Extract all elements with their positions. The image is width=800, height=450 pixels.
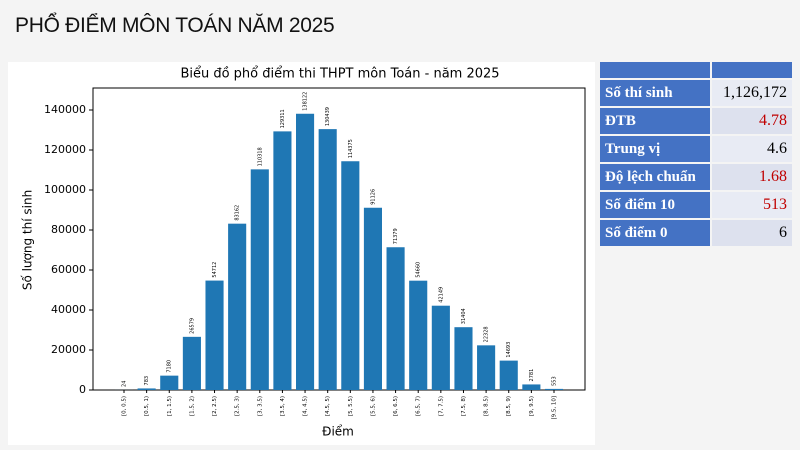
row-label: Số điểm 10 [600,192,712,218]
bar [522,384,541,390]
x-tick-label: [6, 6.5) [393,396,399,416]
row-value: 1,126,172 [712,80,792,106]
bar [296,113,315,391]
value-label: 129311 [280,109,286,128]
bar [228,223,247,390]
value-label: 783 [144,376,150,386]
value-label: 130439 [325,107,331,126]
table-row: Độ lệch chuẩn 1.68 [600,164,792,190]
bar [499,360,518,390]
x-tick-label: [0.5, 1) [144,396,150,416]
x-tick-label: [2.5, 3) [235,396,241,416]
value-label: 138122 [303,92,309,111]
x-tick-label: [8, 8.5) [484,396,490,416]
row-label: ĐTB [600,108,712,134]
y-tick-label: 120000 [44,143,86,156]
chart-title: Biểu đồ phổ điểm thi THPT môn Toán - năm… [180,67,499,82]
y-tick-label: 20000 [51,343,86,356]
bar [273,131,292,390]
header-cell [600,62,712,78]
bar [205,280,224,390]
value-label: 31404 [461,308,467,324]
value-label: 83162 [235,205,241,221]
row-label: Số thí sinh [600,80,712,106]
row-value: 1.68 [712,164,792,190]
row-value: 4.6 [712,136,792,162]
x-tick-label: [9, 9.5) [529,396,535,416]
value-label: 26579 [189,318,195,334]
y-tick-label: 100000 [44,183,86,196]
value-label: 110318 [257,147,263,166]
bar [137,388,156,390]
row-label: Độ lệch chuẩn [600,164,712,190]
row-label: Trung vị [600,136,712,162]
value-label: 54712 [212,262,218,278]
x-tick-label: [5, 5.5) [348,396,354,416]
x-tick-label: [1, 1.5) [167,396,173,416]
y-tick-label: 40000 [51,303,86,316]
bar [409,280,428,390]
value-label: 22328 [484,326,490,342]
x-tick-label: [8.5, 9) [506,396,512,416]
y-tick-label: 60000 [51,263,86,276]
value-label: 114375 [348,139,354,158]
chart: Biểu đồ phổ điểm thi THPT môn Toán - năm… [21,67,586,439]
header-cell [712,62,792,78]
bar [160,375,179,390]
value-label: 553 [552,376,558,386]
row-value: 513 [712,192,792,218]
y-tick-label: 140000 [44,103,86,116]
table-row: Số thí sinh 1,126,172 [600,80,792,106]
y-tick-label: 80000 [51,223,86,236]
bar [431,305,450,390]
plot-frame [92,87,586,391]
value-label: 42149 [438,287,444,303]
stats-body: Số thí sinh 1,126,172 ĐTB 4.78 Trung vị 4.6 Độ… [600,62,792,246]
bar [454,327,473,390]
row-label: Số điểm 0 [600,220,712,246]
y-axis-label: Số lượng thí sinh [21,190,35,290]
x-tick-label: [7.5, 8) [461,396,467,416]
chart-panel: Biểu đồ phổ điểm thi THPT môn Toán - năm… [8,62,595,445]
table-row: Trung vị 4.6 [600,136,792,162]
value-label: 91126 [370,189,376,205]
bar [341,161,360,390]
x-tick-label: [2, 2.5) [212,396,218,416]
value-label: 2781 [529,369,535,382]
row-value: 4.78 [712,108,792,134]
x-tick-label: [1.5, 2) [189,396,195,416]
value-label: 71379 [393,228,399,244]
x-tick-label: [0, 0.5) [122,396,128,416]
value-label: 14693 [506,342,512,358]
bar [250,169,269,390]
x-axis-label: Điểm [322,425,354,439]
bar [318,129,337,390]
x-tick-label: [4.5, 5) [325,396,331,416]
table-row: ĐTB 4.78 [600,108,792,134]
value-label: 24 [122,381,128,387]
bar [477,345,496,390]
bar [363,207,382,390]
page-title: PHỔ ĐIỂM MÔN TOÁN NĂM 2025 [15,14,335,37]
bar [182,336,201,390]
bar [544,388,564,390]
x-tick-label: [5.5, 6) [370,396,376,416]
x-tick-label: [3, 3.5) [257,396,263,416]
x-tick-label: [3.5, 4) [280,396,286,416]
x-tick-label: [6.5, 7) [416,396,422,416]
y-tick-label: 0 [79,383,86,396]
x-tick-label: [7, 7.5) [438,396,444,416]
x-tick-label: [9.5, 10] [552,396,558,420]
x-tick-label: [4, 4.5) [303,396,309,416]
bar [386,247,405,390]
value-label: 54660 [416,262,422,278]
stats-table: Số thí sinh 1,126,172 ĐTB 4.78 Trung vị 4.6 Độ… [600,60,792,248]
table-row: Số điểm 10 513 [600,192,792,218]
table-header [600,62,792,78]
value-label: 7180 [167,360,173,373]
row-value: 6 [712,220,792,246]
